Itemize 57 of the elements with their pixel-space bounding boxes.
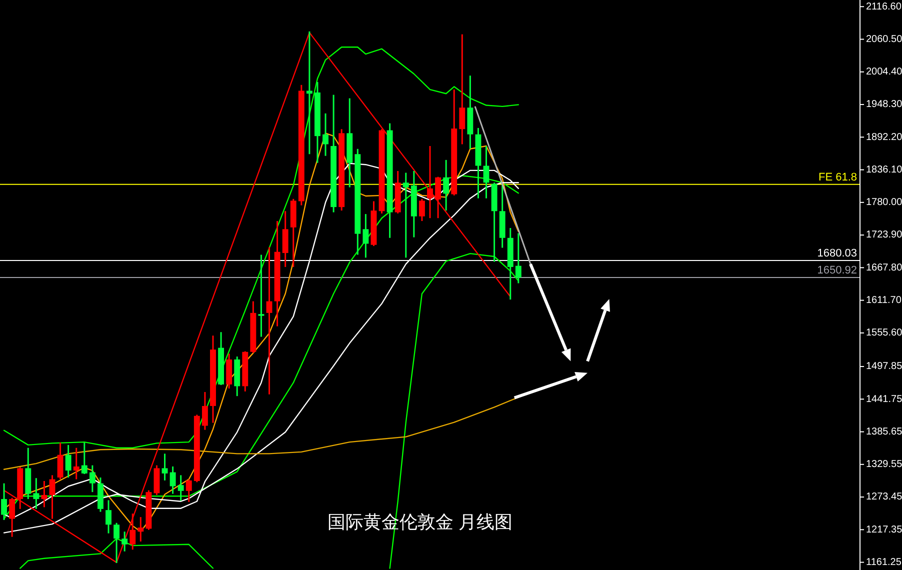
y-tick-label: 1780.00 xyxy=(866,197,902,208)
y-tick-label: 1329.55 xyxy=(866,459,902,470)
y-tick-label: 1836.10 xyxy=(866,164,902,176)
y-tick-label: 1217.35 xyxy=(866,524,902,536)
y-tick-label: 1273.45 xyxy=(866,492,902,503)
y-tick-label: 1497.85 xyxy=(866,361,902,372)
candlestick xyxy=(459,34,466,145)
candlestick xyxy=(306,30,312,155)
candlestick xyxy=(266,246,272,396)
candlestick xyxy=(202,391,208,431)
y-tick-label: 1667.80 xyxy=(866,262,902,274)
ref-line-label: 1650.92 xyxy=(817,264,857,276)
candlestick xyxy=(138,516,144,542)
candlestick xyxy=(162,452,168,482)
candlestick xyxy=(114,522,120,564)
y-tick-label: 1723.90 xyxy=(866,230,902,241)
y-tick-label: 1611.70 xyxy=(866,294,902,306)
candlestick xyxy=(443,159,450,212)
candlestick xyxy=(515,232,522,284)
candlestick xyxy=(322,112,328,157)
ref-line-label: 1680.03 xyxy=(817,248,857,260)
candlestick xyxy=(418,198,425,222)
candlestick xyxy=(106,499,112,534)
candlestick xyxy=(435,176,442,219)
ref-line-label: FE 61.8 xyxy=(818,171,857,184)
y-tick-label: 2004.40 xyxy=(866,66,902,78)
candlestick xyxy=(41,480,48,508)
candlestick xyxy=(178,474,184,502)
line-series xyxy=(3,46,520,448)
candlestick xyxy=(73,447,80,480)
candlestick xyxy=(130,512,136,550)
y-tick-label: 1555.60 xyxy=(866,328,902,339)
candlestick xyxy=(258,254,264,338)
candlestick xyxy=(122,530,128,552)
y-tick-label: 1385.65 xyxy=(866,426,902,438)
candlestick xyxy=(282,210,288,268)
line-series xyxy=(3,32,511,564)
y-tick-label: 1948.30 xyxy=(866,99,902,110)
candlestick xyxy=(33,477,40,510)
candlestick xyxy=(1,482,7,521)
candlestick xyxy=(57,442,64,480)
y-tick-label: 2116.60 xyxy=(866,1,902,12)
candlestick xyxy=(65,444,72,478)
candlestick xyxy=(402,172,409,258)
candlestick xyxy=(9,497,16,538)
candlestick xyxy=(483,145,490,200)
candlestick xyxy=(186,478,192,503)
candlestick xyxy=(170,466,176,495)
candlestick xyxy=(427,145,433,219)
y-tick-label: 1441.75 xyxy=(866,394,902,405)
candlestick xyxy=(81,442,88,475)
y-tick-label: 1161.25 xyxy=(866,556,902,568)
candlestick xyxy=(362,213,369,258)
y-tick-label: 1892.20 xyxy=(866,132,902,143)
candlestick xyxy=(49,474,56,520)
candlestick xyxy=(89,464,96,493)
y-tick-label: 2060.50 xyxy=(866,34,902,45)
